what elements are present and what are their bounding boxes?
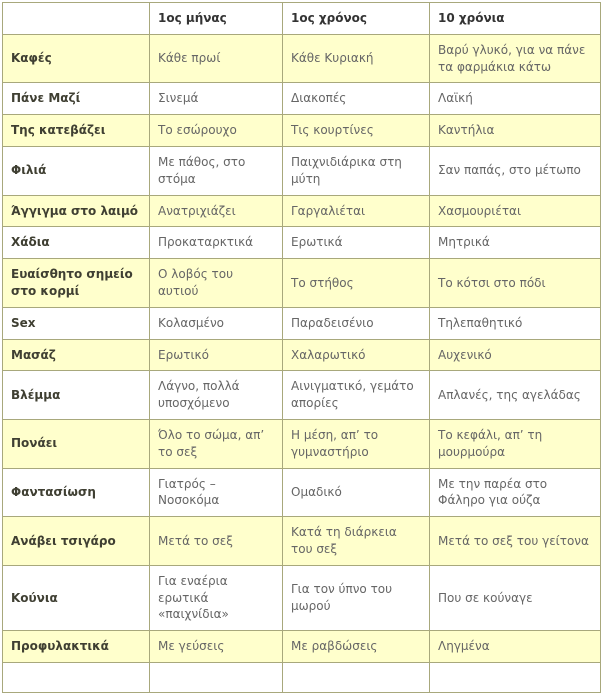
table-cell: Διακοπές: [282, 82, 430, 116]
row-label: Ευαίσθητο σημείο στο κορμί: [2, 258, 150, 308]
table-row: Βλέμμα Λάγνο, πολλά υποσχόμενο Αινιγματικό…: [2, 370, 601, 420]
row-label: Φαντασίωση: [2, 467, 150, 518]
table-header-row: 1ος μήνας 1ος χρόνος 10 χρόνια: [2, 2, 601, 35]
table-cell: [282, 661, 430, 693]
table-row: Ευαίσθητο σημείο στο κορμί Ο λοβός του αυ…: [2, 258, 601, 308]
row-label: Βλέμμα: [2, 370, 150, 420]
column-header-empty: [2, 2, 150, 35]
table-row: Της κατεβάζει Το εσώρουχο Τις κουρτίνες Καν…: [2, 114, 601, 147]
table-cell: Κάθε πρωί: [149, 33, 283, 84]
table-cell: Καντήλια: [429, 114, 601, 147]
table-row: Πονάει Όλο το σώμα, απ’ το σεξ Η μέση, απ’…: [2, 418, 601, 469]
table-row: Πάνε Μαζί Σινεμά Διακοπές Λαϊκή: [2, 82, 601, 116]
table-cell: Με ραβδώσεις: [282, 630, 430, 663]
column-header: 10 χρόνια: [429, 2, 601, 35]
table-cell: Παραδεισένιο: [282, 306, 430, 340]
table-cell: Σαν παπάς, στο μέτωπο: [429, 145, 601, 196]
row-label: Πονάει: [2, 418, 150, 469]
table-cell: Χασμουριέται: [429, 194, 601, 228]
partial-next-row-container: [2, 661, 601, 693]
table-cell: Με γεύσεις: [149, 630, 283, 663]
table-cell: Για τον ύπνο του μωρού: [282, 564, 430, 632]
table-cell: Γαργαλιέται: [282, 194, 430, 228]
table-cell: Μητρικά: [429, 226, 601, 260]
table-cell: Λάγνο, πολλά υποσχόμενο: [149, 370, 283, 420]
table-row: Φαντασίωση Γιατρός – Νοσοκόμα Ομαδικό Με τη…: [2, 467, 601, 518]
table-row: Καφές Κάθε πρωί Κάθε Κυριακή Βαρύ γλυκό, γι…: [2, 33, 601, 84]
table-row: Μασάζ Ερωτικό Χαλαρωτικό Αυχενικό: [2, 338, 601, 372]
table-cell: Το κεφάλι, απ’ τη μουρμούρα: [429, 418, 601, 469]
table-cell: Κάθε Κυριακή: [282, 33, 430, 84]
table-body: Καφές Κάθε πρωί Κάθε Κυριακή Βαρύ γλυκό, γι…: [2, 33, 601, 663]
row-label: Προφυλακτικά: [2, 630, 150, 663]
table-cell: Ο λοβός του αυτιού: [149, 258, 283, 308]
table-cell: Με πάθος, στο στόμα: [149, 145, 283, 196]
table-cell: Ερωτικά: [282, 226, 430, 260]
table-cell: Σινεμά: [149, 82, 283, 116]
table-cell: Που σε κούναγε: [429, 564, 601, 632]
table-cell: Χαλαρωτικό: [282, 338, 430, 372]
table-cell: Λαϊκή: [429, 82, 601, 116]
table-cell: Το εσώρουχο: [149, 114, 283, 147]
row-label: Άγγιγμα στο λαιμό: [2, 194, 150, 228]
row-label: Χάδια: [2, 226, 150, 260]
table-cell: Προκαταρκτικά: [149, 226, 283, 260]
table-cell: Ανατριχιάζει: [149, 194, 283, 228]
row-label: Πάνε Μαζί: [2, 82, 150, 116]
table-cell: Όλο το σώμα, απ’ το σεξ: [149, 418, 283, 469]
table-row: Ανάβει τσιγάρο Μετά το σεξ Κατά τη διάρκει…: [2, 516, 601, 566]
table-cell: Ομαδικό: [282, 467, 430, 518]
row-label: Της κατεβάζει: [2, 114, 150, 147]
table-cell: Τηλεπαθητικό: [429, 306, 601, 340]
table-cell: Για εναέρια ερωτικά «παιχνίδια»: [149, 564, 283, 632]
table-row: Sex Κολασμένο Παραδεισένιο Τηλεπαθητικό: [2, 306, 601, 340]
table-cell: Ληγμένα: [429, 630, 601, 663]
table-row-partial: [2, 661, 601, 693]
table-cell: Αυχενικό: [429, 338, 601, 372]
table-head: 1ος μήνας 1ος χρόνος 10 χρόνια: [2, 2, 601, 35]
column-header: 1ος χρόνος: [282, 2, 430, 35]
table-cell: Μετά το σεξ του γείτονα: [429, 516, 601, 566]
table-cell: Αινιγματικό, γεμάτο απορίες: [282, 370, 430, 420]
table-cell: Το στήθος: [282, 258, 430, 308]
row-label: Καφές: [2, 33, 150, 84]
table-cell: Ερωτικό: [149, 338, 283, 372]
table-row: Χάδια Προκαταρκτικά Ερωτικά Μητρικά: [2, 226, 601, 260]
row-label: Φιλιά: [2, 145, 150, 196]
table-row: Άγγιγμα στο λαιμό Ανατριχιάζει Γαργαλιέται…: [2, 194, 601, 228]
column-header: 1ος μήνας: [149, 2, 283, 35]
table-cell: [429, 661, 601, 693]
table-cell: [149, 661, 283, 693]
table-row: Κούνια Για εναέρια ερωτικά «παιχνίδια» Για…: [2, 564, 601, 632]
table-row: Προφυλακτικά Με γεύσεις Με ραβδώσεις Ληγμέν…: [2, 630, 601, 663]
row-label: Κούνια: [2, 564, 150, 632]
table-cell: Παιχνιδιάρικα στη μύτη: [282, 145, 430, 196]
table-cell: Τις κουρτίνες: [282, 114, 430, 147]
table-cell: Κολασμένο: [149, 306, 283, 340]
row-label: Μασάζ: [2, 338, 150, 372]
row-label: Ανάβει τσιγάρο: [2, 516, 150, 566]
table-row: Φιλιά Με πάθος, στο στόμα Παιχνιδιάρικα στ…: [2, 145, 601, 196]
table-cell: Απλανές, της αγελάδας: [429, 370, 601, 420]
table-cell: Η μέση, απ’ το γυμναστήριο: [282, 418, 430, 469]
table-cell: Βαρύ γλυκό, για να πάνε τα φαρμάκια κάτω: [429, 33, 601, 84]
row-label: Sex: [2, 306, 150, 340]
table-cell: Με την παρέα στο Φάληρο για ούζα: [429, 467, 601, 518]
row-label: [2, 661, 150, 693]
table-cell: Το κότσι στο πόδι: [429, 258, 601, 308]
table-cell: Μετά το σεξ: [149, 516, 283, 566]
table-cell: Κατά τη διάρκεια του σεξ: [282, 516, 430, 566]
table-cell: Γιατρός – Νοσοκόμα: [149, 467, 283, 518]
